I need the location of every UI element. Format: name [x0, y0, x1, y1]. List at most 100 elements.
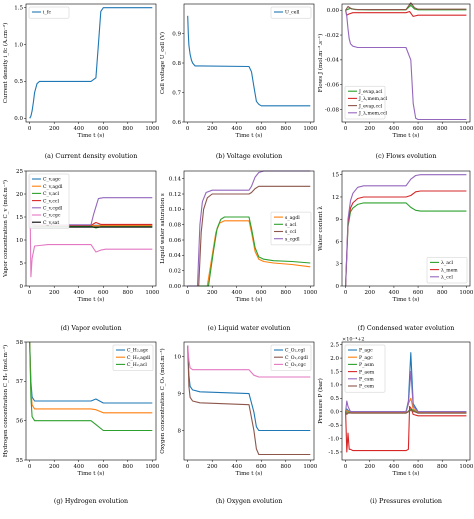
- series-line-i-1: [345, 397, 467, 413]
- caption-c: (c) Flows evolution: [376, 153, 437, 160]
- legend-entry: s_agdl: [285, 215, 300, 221]
- chart-a: 0 200 400 600 800 1000 0.0 0.5 1.0 1.5 Time t (s) C…: [2, 3, 160, 160]
- y-tick-label: -1.0: [328, 436, 339, 442]
- legend-entry: C_v,agc: [43, 177, 61, 183]
- series-line-g-2: [29, 341, 153, 432]
- legend-entry: C_v,cgdl: [43, 206, 63, 212]
- x-tick-label: 0: [344, 126, 348, 132]
- y-tick-label: 0.10: [169, 207, 182, 213]
- legend-entry: C_O₂,cgc: [285, 362, 306, 368]
- y-tick-label: 5: [20, 261, 24, 267]
- caption-b: (b) Voltage evolution: [216, 153, 282, 160]
- y-tick-label: -0.06: [325, 83, 340, 89]
- caption-g: (g) Hydrogen evolution: [54, 498, 128, 505]
- y-tick-label: 1.5: [330, 369, 339, 375]
- x-tick-label: 600: [98, 464, 109, 470]
- x-tick-label: 800: [437, 464, 448, 470]
- legend-entry: C_O₂,cgl: [285, 348, 305, 354]
- series-line-h-1: [187, 345, 311, 456]
- x-tick-label: 1000: [459, 290, 473, 296]
- y-axis-label: Hydrogen concentration C_H₂ (mol.m⁻³): [2, 345, 9, 457]
- x-tick-label: 800: [281, 290, 292, 296]
- plot-frame: [183, 3, 315, 123]
- series-line-e-1: [187, 216, 311, 287]
- series-line-i-3: [345, 405, 467, 453]
- y-tick-label: 9: [336, 217, 340, 223]
- x-tick-label: 200: [207, 464, 218, 470]
- series-line-b-0: [187, 15, 311, 107]
- x-tick-label: 1000: [145, 290, 159, 296]
- x-tick-label: 400: [389, 464, 400, 470]
- x-tick-label: 400: [73, 464, 84, 470]
- x-tick-label: 1000: [303, 290, 317, 296]
- series-line-a-0: [29, 7, 153, 119]
- x-tick-label: 600: [98, 290, 109, 296]
- legend-entry: P_asm: [359, 362, 374, 368]
- x-tick-label: 400: [73, 126, 84, 132]
- x-tick-label: 200: [365, 290, 376, 296]
- x-tick-label: 200: [49, 126, 60, 132]
- y-tick-label: 2.0: [330, 356, 339, 362]
- x-tick-label: 400: [231, 290, 242, 296]
- chart-h: 0 200 400 600 800 1000 8 9 10 Time t (s) Oxygen co…: [159, 341, 318, 505]
- y-tick-label: 0.12: [169, 192, 181, 198]
- caption-e: (e) Liquid water evolution: [208, 325, 291, 332]
- y-tick-label: 0.14: [169, 176, 182, 182]
- legend-box: [270, 6, 312, 19]
- y-tick-label: -0.04: [325, 58, 340, 64]
- legend-entry: λ_ccl: [441, 275, 453, 281]
- series-line-i-5: [345, 409, 467, 415]
- y-tick-label: -1.5: [328, 450, 339, 456]
- caption-i: (i) Pressures evolution: [370, 498, 442, 505]
- x-tick-label: 200: [207, 290, 218, 296]
- x-tick-label: 0: [186, 290, 190, 296]
- y-tick-label: 55: [16, 458, 23, 464]
- x-tick-label: 800: [281, 464, 292, 470]
- series-line-e-2: [187, 185, 311, 287]
- legend-a: i_fc: [28, 6, 70, 19]
- legend-entry: s_acl: [285, 222, 297, 228]
- x-tick-label: 0: [344, 464, 348, 470]
- y-tick-label: 6: [336, 239, 340, 245]
- x-tick-label: 600: [98, 126, 109, 132]
- legend-entry: P_agc: [359, 355, 373, 361]
- y-axis-label: Flows J (mol.m⁻².s⁻¹): [317, 34, 324, 92]
- legend-entry: P_cem: [359, 384, 375, 390]
- legend-entry: C_O₂,cgdl: [285, 355, 308, 361]
- series-line-c-1: [345, 10, 467, 17]
- y-tick-label: 3: [336, 262, 340, 268]
- legend-entry: i_fc: [43, 10, 51, 16]
- chart-e: 0 200 400 600 800 1000 0.00 0.02 0.04 0.06 0.08 0.1…: [160, 170, 318, 332]
- x-tick-label: 400: [231, 126, 242, 132]
- legend-entry: λ_mem: [441, 267, 458, 273]
- x-tick-label: 600: [256, 464, 267, 470]
- legend-entry: C_v,ccl: [43, 198, 59, 204]
- y-axis-label: Current density i_fc (A.cm⁻²): [2, 23, 9, 104]
- y-tick-label: 0.9: [172, 31, 181, 37]
- x-tick-label: 0: [28, 290, 32, 296]
- legend-d: C_v,agcC_v,agdlC_v,aclC_v,cclC_v,cgdlC_v…: [28, 173, 70, 229]
- series-line-h-0: [187, 345, 311, 432]
- series-line-f-2: [345, 174, 467, 287]
- series-line-c-3: [345, 10, 467, 121]
- y-tick-label: 56: [16, 418, 23, 424]
- legend-entry: C_H₂,agdl: [127, 355, 151, 361]
- chart-b: 0 200 400 600 800 1000 0.6 0.7 0.8 0.9 Time t (s) C…: [159, 3, 318, 160]
- y-tick-label: 0.5: [14, 79, 23, 85]
- legend-entry: J_evap,ccl: [358, 103, 383, 109]
- y-tick-label: 0: [336, 284, 340, 290]
- y-tick-label: 1.5: [14, 5, 23, 11]
- y-tick-label: 25: [16, 169, 23, 175]
- x-tick-label: 200: [49, 290, 60, 296]
- x-axis-label: Time t (s): [393, 296, 420, 303]
- legend-entry: J_λ,mem,ccl: [358, 111, 388, 117]
- legend-entry: C_H₂,agc: [127, 348, 149, 354]
- x-tick-label: 800: [123, 464, 134, 470]
- y-tick-label: -0.08: [325, 107, 340, 113]
- x-tick-label: 1000: [145, 464, 159, 470]
- x-tick-label: 1000: [303, 464, 317, 470]
